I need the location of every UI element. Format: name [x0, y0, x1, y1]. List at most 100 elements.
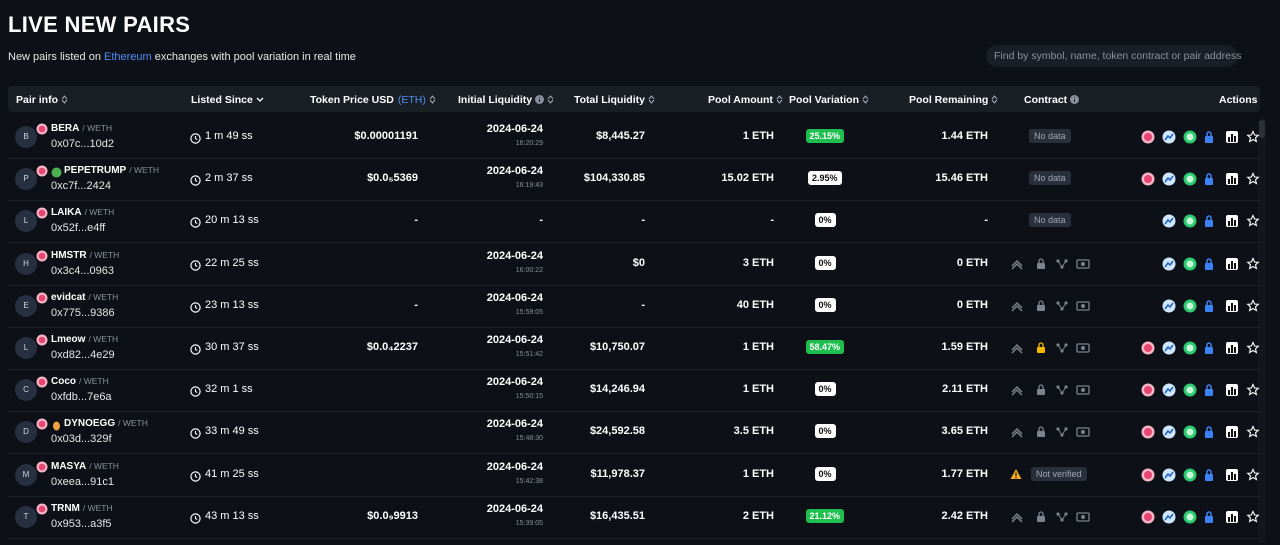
action-icon[interactable] — [1246, 172, 1260, 186]
dex-icon[interactable] — [36, 417, 48, 431]
token-symbol[interactable]: PEPETRUMP / WETH — [64, 165, 159, 176]
action-icon[interactable] — [1162, 341, 1176, 355]
action-icon[interactable] — [1202, 257, 1216, 271]
symbol[interactable]: Lmeow — [51, 334, 86, 345]
action-icon[interactable] — [1202, 468, 1216, 482]
column-header[interactable]: Pool Remaining — [909, 94, 998, 106]
column-header[interactable]: Pair info — [16, 94, 68, 106]
dex-icon[interactable] — [36, 249, 48, 263]
column-title[interactable]: Initial Liquidity — [458, 94, 533, 106]
sort-down-icon[interactable] — [256, 97, 264, 103]
token-symbol[interactable]: evidcat / WETH — [51, 292, 118, 303]
token-symbol[interactable]: DYNOEGG / WETH — [64, 418, 148, 429]
table-row[interactable]: D DYNOEGG / WETH 0x03d...329f 33 m 49 ss 2024… — [8, 411, 1260, 455]
column-header[interactable]: Contract — [1024, 94, 1080, 106]
column-title[interactable]: Token Price USD — [310, 94, 394, 106]
action-icon[interactable] — [1141, 341, 1155, 355]
tax-icon[interactable] — [1076, 299, 1090, 313]
token-symbol[interactable]: MASYA / WETH — [51, 461, 119, 472]
column-header[interactable]: Token Price USD (ETH) — [310, 94, 436, 106]
symbol[interactable]: evidcat — [51, 291, 86, 303]
holders-icon[interactable] — [1055, 383, 1069, 397]
sort-icon[interactable] — [61, 95, 68, 104]
token-symbol[interactable]: BERA / WETH — [51, 123, 112, 134]
action-icon[interactable] — [1225, 299, 1239, 313]
contract-icon[interactable] — [1010, 341, 1024, 355]
token-emoji[interactable] — [51, 165, 65, 179]
lock-icon[interactable] — [1034, 510, 1048, 524]
symbol[interactable]: MASYA — [51, 460, 87, 472]
sort-icon[interactable] — [862, 95, 869, 104]
action-icon[interactable] — [1225, 510, 1239, 524]
action-icon[interactable] — [1162, 257, 1176, 271]
tax-icon[interactable] — [1076, 425, 1090, 439]
table-row[interactable]: H HMSTR / WETH 0x3c4...0963 22 m 25 ss 2024-0… — [8, 243, 1260, 286]
action-icon[interactable] — [1246, 467, 1260, 482]
action-icon[interactable] — [1225, 383, 1239, 397]
symbol[interactable]: PEPETRUMP — [64, 165, 127, 177]
pair-address[interactable]: 0x07c...10d2 — [51, 138, 114, 150]
action-icon[interactable] — [1162, 172, 1176, 186]
column-header[interactable]: Listed Since — [191, 94, 264, 106]
currency-note[interactable]: (ETH) — [397, 94, 426, 106]
scrollbar-thumb[interactable] — [1259, 120, 1265, 138]
pair-address[interactable]: 0x03d...329f — [51, 433, 112, 446]
action-icon[interactable] — [1246, 425, 1260, 439]
action-icon[interactable] — [1183, 257, 1197, 271]
pair-address[interactable]: 0xc7f...2424 — [51, 180, 111, 193]
tax-icon[interactable] — [1076, 383, 1090, 397]
action-icon[interactable] — [1141, 130, 1155, 144]
action-icon[interactable] — [1202, 383, 1216, 397]
column-title[interactable]: Total Liquidity — [574, 94, 645, 106]
action-icon[interactable] — [1183, 299, 1197, 313]
action-icon[interactable] — [1202, 425, 1216, 439]
action-icon[interactable] — [1183, 468, 1197, 482]
action-icon[interactable] — [1162, 383, 1176, 397]
action-icon[interactable] — [1246, 130, 1260, 144]
action-icon[interactable] — [1246, 256, 1260, 271]
sort-icon[interactable] — [991, 95, 998, 104]
action-icon[interactable] — [1162, 214, 1176, 228]
action-icon[interactable] — [1183, 383, 1197, 397]
scrollbar[interactable] — [1258, 118, 1266, 542]
action-icon[interactable] — [1225, 130, 1239, 144]
action-icon[interactable] — [1246, 383, 1260, 397]
symbol[interactable]: TRNM — [51, 502, 80, 514]
token-symbol[interactable]: Lmeow / WETH — [51, 334, 118, 345]
info-icon[interactable] — [1070, 95, 1080, 104]
action-icon[interactable] — [1162, 299, 1176, 313]
column-title[interactable]: Pool Variation — [789, 94, 860, 106]
warning-icon[interactable] — [1010, 467, 1024, 481]
holders-icon[interactable] — [1055, 425, 1069, 439]
action-icon[interactable] — [1141, 468, 1155, 482]
column-title[interactable]: Contract — [1024, 94, 1068, 106]
contract-icon[interactable] — [1010, 425, 1024, 439]
action-icon[interactable] — [1225, 468, 1239, 482]
lock-icon[interactable] — [1034, 383, 1048, 397]
column-header[interactable]: Initial Liquidity — [458, 94, 554, 106]
lock-icon[interactable] — [1034, 341, 1048, 355]
contract-icon[interactable] — [1010, 299, 1024, 313]
table-row[interactable]: C Coco / WETH 0xfdb...7e6a 32 m 1 ss 2024-06-… — [8, 369, 1260, 413]
action-icon[interactable] — [1141, 425, 1155, 439]
action-icon[interactable] — [1162, 468, 1176, 482]
holders-icon[interactable] — [1055, 341, 1069, 355]
action-icon[interactable] — [1225, 214, 1239, 228]
action-icon[interactable] — [1202, 172, 1216, 186]
action-icon[interactable] — [1162, 130, 1176, 144]
token-symbol[interactable]: LAIKA / WETH — [51, 207, 114, 218]
dex-icon[interactable] — [36, 164, 48, 178]
action-icon[interactable] — [1183, 130, 1197, 144]
token-symbol[interactable]: Coco / WETH — [51, 376, 109, 387]
symbol[interactable]: HMSTR — [51, 249, 87, 261]
action-icon[interactable] — [1225, 425, 1239, 439]
holders-icon[interactable] — [1055, 510, 1069, 524]
lock-icon[interactable] — [1034, 425, 1048, 439]
action-icon[interactable] — [1246, 214, 1260, 228]
sort-icon[interactable] — [429, 95, 436, 104]
dex-icon[interactable] — [36, 375, 48, 389]
pair-address[interactable]: 0x953...a3f5 — [51, 517, 112, 530]
action-icon[interactable] — [1225, 257, 1239, 271]
table-row[interactable]: B BERA / WETH 0x07c...10d2 1 m 49 ss $0.00001… — [8, 116, 1260, 159]
action-icon[interactable] — [1141, 172, 1155, 186]
